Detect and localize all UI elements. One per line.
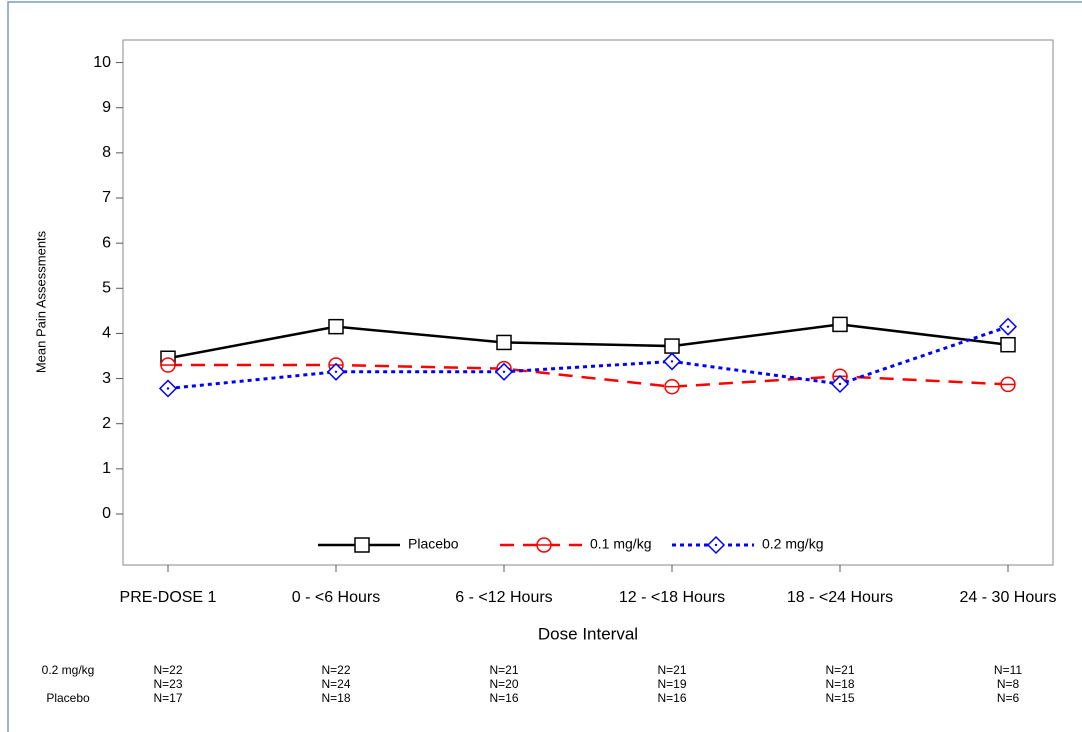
point-marker xyxy=(662,352,682,371)
x-tick-label: 18 - <24 Hours xyxy=(787,589,893,606)
table-cell: N=21 xyxy=(489,663,518,677)
point-marker xyxy=(326,362,346,381)
table-cell: N=18 xyxy=(825,677,854,691)
y-tick-label: 0 xyxy=(102,505,111,522)
y-tick-label: 2 xyxy=(102,415,111,432)
table-cell: N=15 xyxy=(825,691,854,705)
table-cell: N=22 xyxy=(321,663,350,677)
table-cell: N=22 xyxy=(153,663,182,677)
series-line xyxy=(167,325,1009,390)
table-cell: N=16 xyxy=(489,691,518,705)
point-marker xyxy=(160,357,176,373)
y-tick-label: 7 xyxy=(102,189,111,206)
point-marker-part xyxy=(502,370,506,373)
point-marker-part xyxy=(496,334,512,351)
table-cell: N=19 xyxy=(657,677,686,691)
table-row-label: Placebo xyxy=(46,691,90,705)
x-tick-label: 12 - <18 Hours xyxy=(619,589,725,606)
x-axis-label: Dose Interval xyxy=(538,624,638,643)
legend-label: 0.1 mg/kg xyxy=(590,536,651,552)
x-tick-label: 6 - <12 Hours xyxy=(455,589,552,606)
point-marker xyxy=(328,318,344,335)
table-cell: N=24 xyxy=(321,677,350,691)
point-marker xyxy=(1000,376,1016,393)
x-tick-label: PRE-DOSE 1 xyxy=(120,589,217,606)
y-tick-label: 10 xyxy=(93,54,111,71)
plot-area xyxy=(122,39,1054,566)
table-cell: N=18 xyxy=(321,691,350,705)
legend-marker xyxy=(536,537,552,553)
y-axis-label: Mean Pain Assessments xyxy=(33,230,48,373)
legend-marker xyxy=(354,537,370,553)
table-cell: N=8 xyxy=(997,677,1020,691)
table-cell: N=11 xyxy=(994,663,1022,677)
point-marker-part xyxy=(166,387,170,390)
point-marker-part xyxy=(664,338,680,354)
point-marker xyxy=(158,379,178,398)
point-marker-part xyxy=(838,382,842,386)
y-tick-label: 6 xyxy=(102,234,111,251)
point-marker-part xyxy=(670,360,674,363)
point-marker-part xyxy=(1000,336,1016,353)
y-tick-label: 4 xyxy=(102,325,111,342)
table-cell: N=16 xyxy=(657,691,686,705)
y-tick-label: 1 xyxy=(102,460,111,477)
point-marker xyxy=(664,338,680,354)
legend-marker-part xyxy=(354,537,370,553)
table-cell: N=17 xyxy=(153,691,182,705)
point-marker-part xyxy=(328,318,344,335)
table-cell: N=20 xyxy=(489,677,518,691)
table-row-label: 0.2 mg/kg xyxy=(42,663,95,677)
y-tick-label: 5 xyxy=(102,279,111,296)
frame xyxy=(7,1,1082,732)
point-marker-part xyxy=(334,370,338,373)
x-tick-label: 0 - <6 Hours xyxy=(292,589,380,606)
table-cell: N=21 xyxy=(825,663,854,677)
y-tick-label: 9 xyxy=(102,99,111,116)
point-marker xyxy=(1000,336,1016,353)
table-cell: N=6 xyxy=(997,691,1020,705)
table-cell: N=21 xyxy=(657,663,686,677)
point-marker-part xyxy=(832,316,848,333)
point-marker xyxy=(494,362,514,381)
point-marker xyxy=(496,334,512,351)
table-cell: N=23 xyxy=(153,677,182,691)
legend-label: Placebo xyxy=(408,536,459,552)
legend-marker xyxy=(706,535,726,555)
y-tick-label: 3 xyxy=(102,370,111,387)
point-marker-part xyxy=(1006,325,1010,328)
point-marker xyxy=(830,374,850,394)
point-marker xyxy=(832,316,848,333)
point-marker xyxy=(664,378,680,395)
series-line xyxy=(167,323,1009,360)
legend-label: 0.2 mg/kg xyxy=(762,536,823,552)
legend-marker-part xyxy=(714,543,718,547)
x-tick-label: 24 - 30 Hours xyxy=(960,589,1057,606)
point-marker xyxy=(998,317,1018,336)
y-tick-label: 8 xyxy=(102,144,111,161)
series-line xyxy=(168,363,1009,388)
